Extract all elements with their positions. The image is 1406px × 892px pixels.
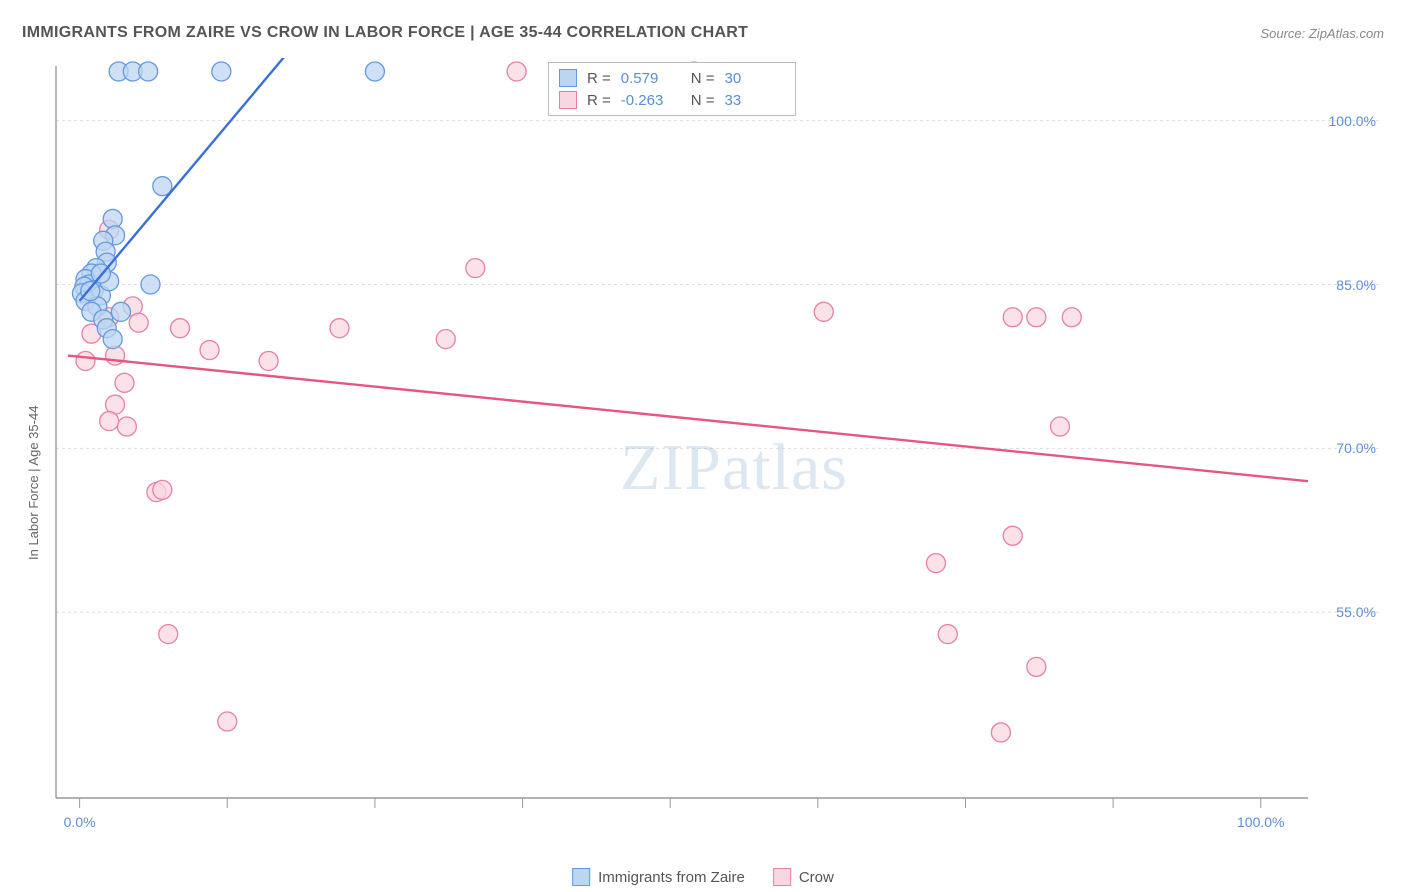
legend-item-zaire: Immigrants from Zaire (572, 868, 745, 886)
plot-area: ZIPatlas R = 0.579 N = 30 R = -0.263 N =… (48, 58, 1384, 826)
legend-label-crow: Crow (799, 869, 834, 886)
x-tick-label: 100.0% (1237, 814, 1284, 830)
legend-series: Immigrants from Zaire Crow (572, 868, 834, 886)
x-tick-labels: 0.0% 100.0% (48, 810, 1384, 830)
legend-n-label: N = (691, 70, 715, 87)
legend-r-value-crow: -0.263 (621, 92, 681, 109)
legend-n-value-crow: 33 (725, 92, 785, 109)
legend-row-crow: R = -0.263 N = 33 (559, 89, 785, 111)
x-tick-label: 0.0% (64, 814, 96, 830)
legend-swatch-zaire (559, 69, 577, 87)
chart-svg (48, 58, 1384, 826)
legend-row-zaire: R = 0.579 N = 30 (559, 67, 785, 89)
legend-swatch-zaire-icon (572, 868, 590, 886)
legend-n-value-zaire: 30 (725, 70, 785, 87)
chart-header: IMMIGRANTS FROM ZAIRE VS CROW IN LABOR F… (22, 18, 1384, 48)
legend-n-label: N = (691, 92, 715, 109)
legend-r-value-zaire: 0.579 (621, 70, 681, 87)
chart-title: IMMIGRANTS FROM ZAIRE VS CROW IN LABOR F… (22, 24, 748, 42)
legend-swatch-crow (559, 91, 577, 109)
legend-r-label: R = (587, 92, 611, 109)
legend-label-zaire: Immigrants from Zaire (598, 869, 745, 886)
legend-swatch-crow-icon (773, 868, 791, 886)
chart-source: Source: ZipAtlas.com (1260, 26, 1384, 41)
legend-r-label: R = (587, 70, 611, 87)
y-axis-label: In Labor Force | Age 35-44 (26, 406, 41, 560)
legend-correlation: R = 0.579 N = 30 R = -0.263 N = 33 (548, 62, 796, 116)
legend-item-crow: Crow (773, 868, 834, 886)
